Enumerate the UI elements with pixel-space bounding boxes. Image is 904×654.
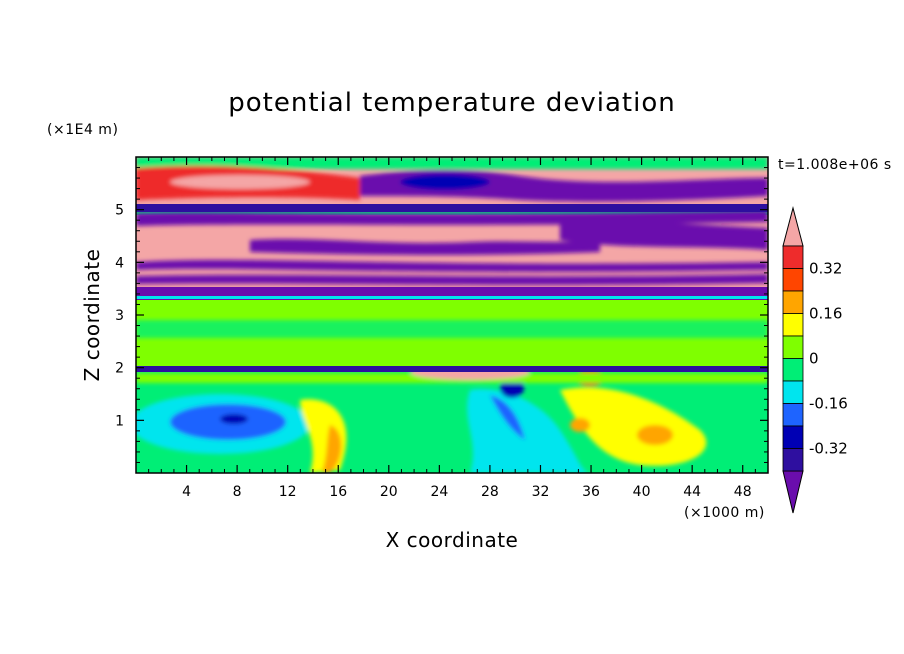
y-axis: 1 2 3 4 5 xyxy=(115,167,768,463)
purple-streak-low xyxy=(136,274,768,286)
colorbar-box xyxy=(782,358,804,382)
colorbar-box xyxy=(782,290,804,314)
colorbar-label: -0.16 xyxy=(809,395,848,413)
cold-pool-left-core xyxy=(220,414,248,424)
colorbar-label: 0.16 xyxy=(809,305,842,323)
colorbar-label: 0 xyxy=(809,350,819,368)
warm-plume-left-core xyxy=(322,425,342,473)
x-tick-label: 8 xyxy=(233,484,242,500)
colorbar-box xyxy=(782,313,804,337)
x-tick-label: 28 xyxy=(481,484,499,500)
contour-field xyxy=(136,157,768,473)
colorbar-label: 0.32 xyxy=(809,260,842,278)
x-tick-label: 36 xyxy=(582,484,600,500)
x-tick-label: 12 xyxy=(279,484,297,500)
colorbar-box xyxy=(782,268,804,292)
x-tick-label: 20 xyxy=(380,484,398,500)
top-pink-lens xyxy=(170,175,310,189)
purple-sheet-center xyxy=(250,239,600,255)
colorbar-top-triangle xyxy=(782,206,804,247)
colorbar-box xyxy=(782,425,804,449)
colorbar-label: -0.32 xyxy=(809,440,848,458)
x-tick-label: 16 xyxy=(329,484,347,500)
y-tick-label: 5 xyxy=(115,203,124,219)
colorbar-box xyxy=(782,245,804,269)
y-unit-label: (×1E4 m) xyxy=(47,122,118,138)
colorbar-box xyxy=(782,380,804,404)
x-axis: 4 8 12 16 20 24 28 32 36 40 44 48 xyxy=(148,157,756,500)
colorbar-box xyxy=(782,448,804,472)
colorbar-box xyxy=(782,403,804,427)
x-tick-label: 32 xyxy=(532,484,550,500)
cold-tongue-center xyxy=(467,389,590,473)
cold-band-z2 xyxy=(136,366,768,372)
purple-streak-mid xyxy=(136,259,768,272)
top-green-fringe xyxy=(136,157,768,169)
cyan-stripe-z33 xyxy=(136,296,768,299)
x-tick-label: 40 xyxy=(633,484,651,500)
warm-cell-mid xyxy=(570,418,590,432)
time-label: t=1.008e+06 s xyxy=(778,157,892,173)
y-tick-label: 3 xyxy=(115,308,124,324)
x-tick-label: 48 xyxy=(734,484,752,500)
warm-cell-right xyxy=(637,425,673,445)
colorbar: 0.32 0.16 0 -0.16 -0.32 xyxy=(782,206,848,514)
y-tick-label: 2 xyxy=(115,361,124,377)
top-cold-core xyxy=(400,174,490,190)
middle-green-band xyxy=(136,320,768,338)
x-tick-label: 24 xyxy=(430,484,448,500)
x-tick-label: 44 xyxy=(683,484,701,500)
y-axis-label: Z coordinate xyxy=(80,249,104,382)
purple-band-upper xyxy=(136,210,768,226)
warm-zone-right xyxy=(560,387,707,466)
cold-band-z5 xyxy=(136,204,768,212)
x-axis-label: X coordinate xyxy=(386,528,519,552)
y-tick-label: 4 xyxy=(115,255,124,271)
cold-tongue-core xyxy=(490,395,525,440)
x-tick-label: 4 xyxy=(182,484,191,500)
colorbar-bottom-triangle xyxy=(782,470,804,514)
chart-title: potential temperature deviation xyxy=(228,88,675,118)
x-unit-label: (×1000 m) xyxy=(684,505,765,521)
colorbar-box xyxy=(782,335,804,359)
y-tick-label: 1 xyxy=(115,413,124,429)
